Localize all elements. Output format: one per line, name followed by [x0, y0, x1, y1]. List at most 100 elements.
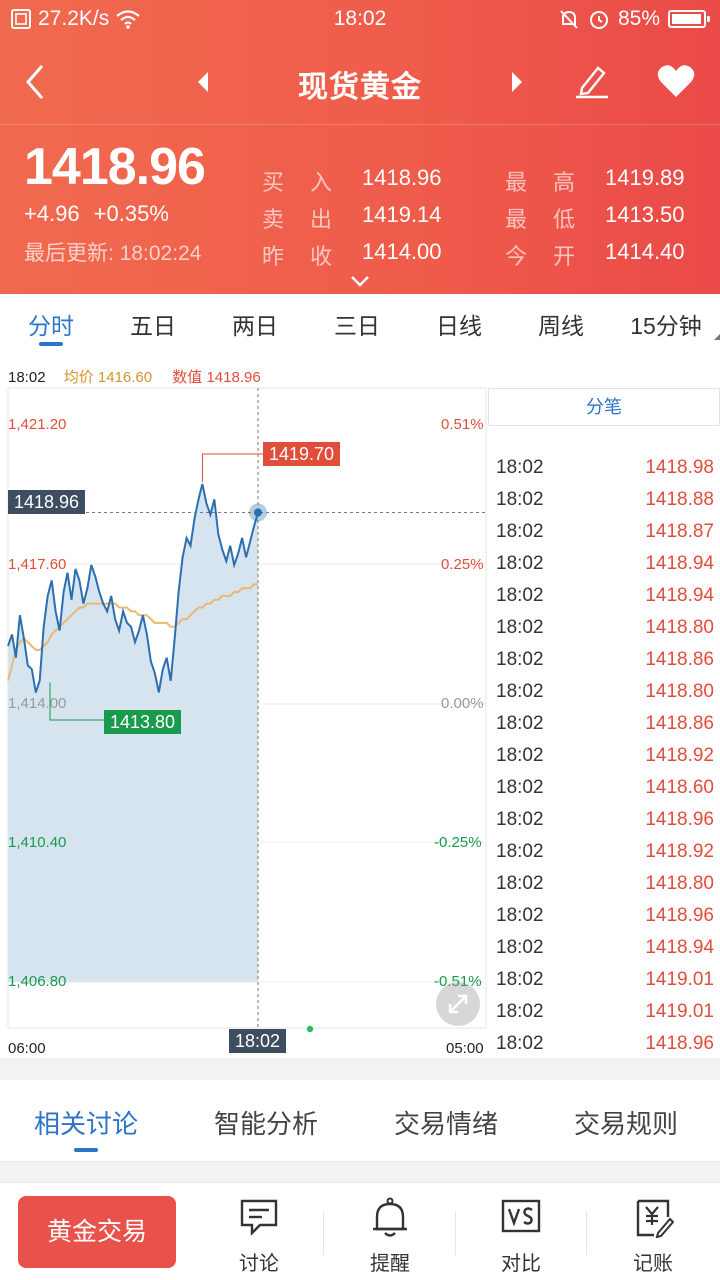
tick-time: 18:02	[496, 521, 544, 542]
tab-label: 分时	[28, 313, 74, 339]
tab-15min[interactable]: 15分钟	[612, 294, 720, 358]
expand-icon[interactable]	[436, 982, 480, 1026]
tick-price: 1418.60	[645, 777, 714, 798]
tab-trade-rules[interactable]: 交易规则	[574, 1109, 679, 1139]
tick-price: 1418.92	[645, 841, 714, 862]
tab-label: 两日	[232, 313, 278, 339]
tick-price: 1418.87	[645, 521, 714, 542]
tick-price: 1418.80	[645, 873, 714, 894]
tick-price: 1418.96	[645, 1033, 714, 1054]
chevron-down-icon[interactable]	[350, 275, 370, 287]
tick-time: 18:02	[496, 905, 544, 926]
updated-label: 最后更新:	[24, 242, 114, 265]
tick-list-header[interactable]: 分笔	[488, 388, 720, 426]
battery-percent: 85%	[617, 7, 660, 30]
tab-label: 五日	[130, 313, 176, 339]
tick-row: 18:02 1418.87	[496, 516, 714, 548]
tab-weekly[interactable]: 周线	[510, 294, 612, 358]
last-price: 1418.96	[24, 138, 206, 196]
tool-label: 提醒	[370, 1253, 410, 1275]
tick-price: 1418.96	[645, 905, 714, 926]
ask-label: 卖出	[262, 207, 359, 232]
discuss-button[interactable]: 讨论	[214, 1197, 304, 1277]
wifi-icon	[116, 10, 140, 29]
tool-label: 记账	[633, 1253, 673, 1275]
high-label: 最高	[505, 170, 602, 195]
tick-row: 18:02 1418.98	[496, 452, 714, 484]
cursor-time-tag: 18:02	[229, 1029, 287, 1053]
tab-smart-analysis[interactable]: 智能分析	[214, 1109, 319, 1139]
tick-time: 18:02	[496, 553, 544, 574]
tick-price: 1419.01	[645, 969, 714, 990]
tab-two-day[interactable]: 两日	[204, 294, 306, 358]
y-tick-label: 1,406.80	[8, 973, 67, 990]
ask-value: 1419.14	[362, 202, 442, 227]
tab-discussion[interactable]: 相关讨论	[34, 1104, 138, 1152]
prev-instrument-icon[interactable]	[192, 68, 214, 96]
intraday-chart[interactable]	[0, 358, 488, 1058]
tick-row: 18:02 1418.80	[496, 612, 714, 644]
x-end-label: 05:00	[446, 1040, 484, 1057]
tick-row: 18:02 1418.96	[496, 804, 714, 836]
gold-trade-button[interactable]: 黄金交易	[18, 1196, 176, 1268]
period-tabs: 分时 五日 两日 三日 日线 周线 15分钟	[0, 294, 720, 358]
tab-label: 三日	[334, 313, 380, 339]
high-leader-line	[201, 453, 263, 482]
tick-time: 18:02	[496, 713, 544, 734]
tab-intraday[interactable]: 分时	[0, 294, 102, 358]
compare-button[interactable]: 对比	[476, 1197, 566, 1277]
legend-time: 18:02	[8, 369, 46, 386]
tick-price: 1418.86	[645, 713, 714, 734]
low-value: 1413.50	[605, 202, 685, 227]
high-value: 1419.89	[605, 165, 685, 190]
tick-row: 18:02 1418.80	[496, 868, 714, 900]
legend-value: 数值 1418.96	[172, 369, 261, 386]
tick-time: 18:02	[496, 1033, 544, 1054]
tick-time: 18:02	[496, 841, 544, 862]
ledger-button[interactable]: 记账	[608, 1197, 698, 1277]
tick-time: 18:02	[496, 809, 544, 830]
tick-price: 1418.86	[645, 649, 714, 670]
tick-price: 1418.80	[645, 617, 714, 638]
nav-bar: 现货黄金	[0, 40, 720, 124]
price-change: +4.96 +0.35%	[24, 201, 183, 227]
tab-five-day[interactable]: 五日	[102, 294, 204, 358]
tick-price: 1418.94	[645, 585, 714, 606]
tick-time: 18:02	[496, 777, 544, 798]
favorite-heart-icon[interactable]	[656, 62, 696, 100]
tick-time: 18:02	[496, 1001, 544, 1022]
tick-row: 18:02 1418.60	[496, 772, 714, 804]
tick-price: 1418.88	[645, 489, 714, 510]
tick-list: 分笔 18:02 1418.98 18:02 1418.88 18:02 1418.87 1…	[488, 388, 720, 1058]
tab-trade-sentiment[interactable]: 交易情绪	[394, 1109, 499, 1139]
back-icon[interactable]	[18, 60, 54, 104]
pct-tick-label: 0.00%	[441, 695, 484, 712]
divider	[323, 1211, 324, 1255]
tick-price: 1418.80	[645, 681, 714, 702]
tick-price: 1418.96	[645, 809, 714, 830]
next-instrument-icon[interactable]	[506, 68, 528, 96]
vs-icon	[501, 1199, 541, 1233]
y-tick-label: 1,421.20	[8, 416, 67, 433]
tick-row: 18:02 1418.92	[496, 836, 714, 868]
tick-row: 18:02 1418.86	[496, 644, 714, 676]
price-line	[7, 483, 259, 693]
bell-icon	[373, 1197, 407, 1237]
tick-price: 1419.01	[645, 1001, 714, 1022]
status-time: 18:02	[333, 7, 387, 30]
tick-time: 18:02	[496, 617, 544, 638]
edit-icon[interactable]	[572, 60, 612, 100]
screenshot-icon	[11, 9, 31, 29]
chart-area: 18:02 均价 1416.60 数值 1418.96 1,421.20 1,4…	[0, 358, 720, 1058]
pct-tick-label: 0.51%	[441, 416, 484, 433]
tick-time: 18:02	[496, 681, 544, 702]
tab-label: 周线	[538, 313, 584, 339]
tool-label: 对比	[501, 1253, 541, 1275]
tick-time: 18:02	[496, 745, 544, 766]
alert-button[interactable]: 提醒	[345, 1197, 435, 1277]
tick-row: 18:02 1418.86	[496, 708, 714, 740]
tick-row: 18:02 1418.88	[496, 484, 714, 516]
tick-row: 18:02 1418.80	[496, 676, 714, 708]
tab-daily[interactable]: 日线	[408, 294, 510, 358]
tab-three-day[interactable]: 三日	[306, 294, 408, 358]
